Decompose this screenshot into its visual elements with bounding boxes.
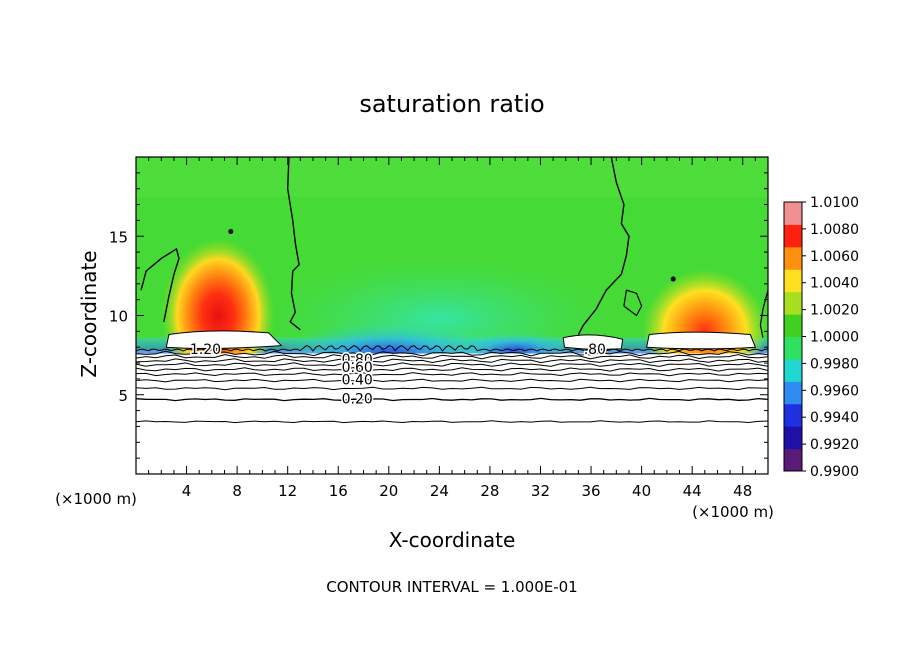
right-maximum (641, 256, 768, 381)
colorbar-swatch (784, 336, 802, 360)
colorbar-tick-label: 1.0000 (810, 330, 859, 346)
x-tick-label: 4 (182, 482, 192, 500)
colorbar-tick-label: 1.0080 (810, 222, 859, 238)
contour-line (136, 354, 768, 360)
y-tick-label: 5 (118, 387, 128, 405)
x-unit-left: (×1000 m) (55, 490, 137, 508)
x-tick-label: 32 (531, 482, 550, 500)
colorbar-swatch (784, 269, 802, 293)
closed-contour-dot (670, 276, 676, 282)
contour-label: 0.40 (342, 373, 373, 389)
left-white-pocket (165, 330, 283, 349)
field-top-tint (136, 157, 768, 197)
contour-line (136, 420, 768, 424)
colorbar-swatch (784, 426, 802, 450)
colorbar-tick-label: 1.0040 (810, 276, 859, 292)
chart-title: saturation ratio (359, 90, 544, 118)
colorbar-tick-label: 0.9980 (810, 356, 859, 372)
layer-top-contour (136, 345, 768, 352)
y-axis-label: Z-coordinate (77, 250, 101, 377)
contour-lines (136, 157, 768, 424)
colorbar-tick-label: 1.0100 (810, 195, 859, 211)
x-tick-label: 16 (329, 482, 348, 500)
contour-label: 0.60 (342, 360, 373, 376)
x-tick-label: 20 (379, 482, 398, 500)
right-white-pocket (646, 331, 757, 350)
x-tick-label: 48 (733, 482, 752, 500)
x-axis-label: X-coordinate (389, 528, 516, 552)
left-dome-contour (140, 247, 180, 322)
colorbar-tick-label: 1.0060 (810, 249, 859, 265)
right-blob-contour (623, 289, 643, 317)
saturation-field (136, 157, 768, 474)
contour-label: .80 (584, 342, 606, 358)
left-unity-contour (286, 157, 301, 331)
x-tick-label: 36 (581, 482, 600, 500)
contour-line (136, 367, 768, 372)
stable-layer (136, 353, 768, 474)
contour-label: 0.20 (342, 392, 373, 408)
mid-white-pocket (562, 334, 624, 350)
colorbar-tick-label: 0.9900 (810, 464, 859, 480)
contour-interval-note: CONTOUR INTERVAL = 1.000E-01 (326, 578, 577, 596)
colorbar-swatch (784, 358, 802, 382)
colorbar-tick-label: 0.9920 (810, 437, 859, 453)
x-tick-label: 28 (480, 482, 499, 500)
closed-contour-dot (228, 228, 234, 234)
colorbar-swatch (784, 403, 802, 427)
contour-line (136, 397, 768, 402)
x-tick-label: 40 (632, 482, 651, 500)
contour-line (136, 350, 768, 357)
colorbar-swatch (784, 202, 802, 225)
contour-line (136, 362, 768, 367)
contour-line (136, 358, 768, 364)
contour-label: 1.20 (190, 342, 221, 358)
colorbar-swatch (784, 381, 802, 405)
contour-line (136, 378, 768, 383)
colorbar-tick-label: 1.0020 (810, 303, 859, 319)
contour-line (136, 386, 768, 391)
x-tick-label: 44 (683, 482, 702, 500)
colorbar: 1.0100 1.0080 1.0060 1.0040 1.0020 1.0000 0.99… (783, 195, 859, 480)
colorbar-swatch (784, 291, 802, 315)
y-tick-label: 10 (109, 308, 128, 326)
right-unity-contour (577, 157, 630, 335)
colorbar-swatch (784, 314, 802, 337)
x-tick-label: 24 (430, 482, 449, 500)
colorbar-swatch (784, 448, 802, 472)
contour-line (136, 372, 768, 377)
colorbar-tick-label: 0.9940 (810, 410, 859, 426)
y-tick-label: 15 (109, 228, 128, 246)
colorbar-swatch (784, 246, 802, 270)
contour-label: 0.80 (342, 352, 373, 368)
colorbar-tick-label: 0.9960 (810, 383, 859, 399)
x-tick-label: 12 (278, 482, 297, 500)
contour-labels: 1.20 0.800.600.40 0.20 .80 (188, 340, 607, 409)
x-unit-right: (×1000 m) (692, 503, 774, 521)
x-tick-label: 8 (232, 482, 242, 500)
colorbar-swatch (784, 224, 802, 248)
